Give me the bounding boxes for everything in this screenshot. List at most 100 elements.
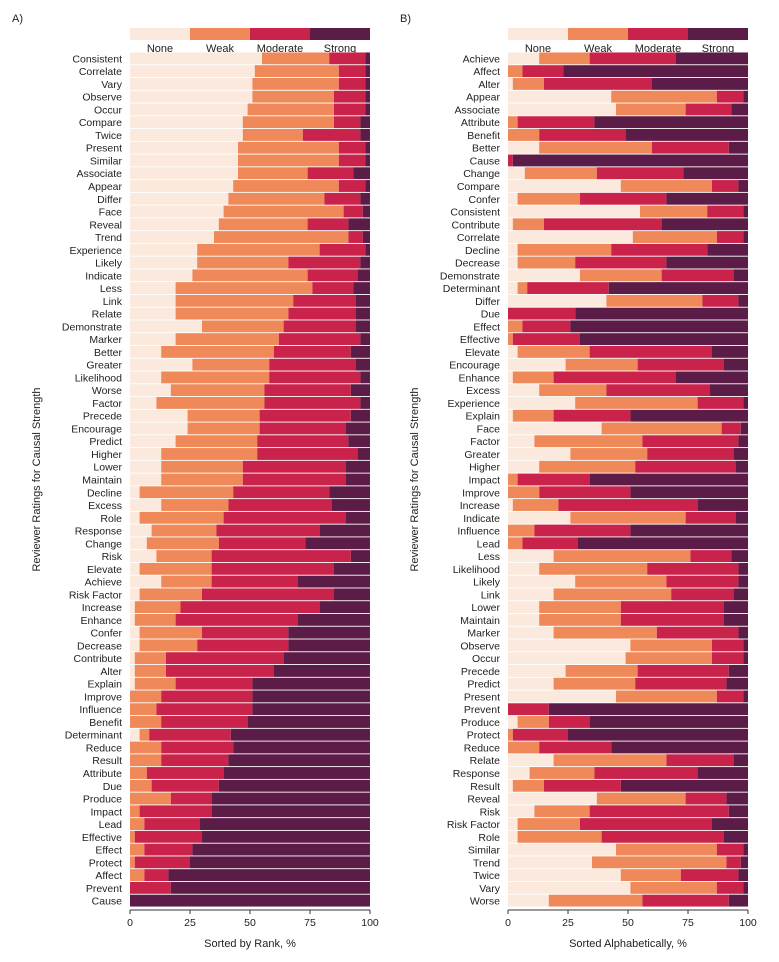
category-label: Observe [460, 640, 500, 652]
bar-segment-strong [683, 167, 748, 180]
category-label: Contribute [452, 219, 501, 231]
legend-swatch-weak [568, 28, 628, 40]
legend-swatch-none [130, 28, 190, 40]
bar-segment-moderate [161, 754, 229, 767]
bar-segment-moderate [259, 422, 346, 435]
bar-segment-weak [508, 333, 513, 346]
bar-segment-none [130, 652, 135, 665]
legend-label-none: None [147, 43, 173, 55]
category-label: Affect [95, 870, 122, 882]
bar-segment-weak [130, 792, 171, 805]
bar-segment-none [130, 575, 162, 588]
category-label: Demonstrate [440, 270, 500, 282]
bar-segment-moderate [218, 537, 306, 550]
bar-segment-strong [630, 524, 748, 537]
bar-segment-moderate [161, 716, 248, 728]
bar-segment-strong [709, 384, 748, 397]
bar-segment-strong [334, 588, 370, 601]
bar-segment-moderate [712, 652, 744, 665]
bar-segment-strong [298, 575, 370, 588]
bar-segment-moderate [307, 218, 349, 231]
bar-segment-strong [580, 333, 748, 346]
bar-segment-none [130, 409, 188, 422]
bar-segment-none [508, 818, 518, 830]
bar-segment-none [130, 269, 193, 282]
bar-segment-none [130, 333, 176, 346]
bar-segment-weak [539, 601, 621, 614]
bar-segment-weak [130, 767, 147, 779]
category-label: Change [463, 168, 500, 180]
bar-segment-weak [233, 180, 339, 192]
bar-segment-moderate [338, 180, 366, 192]
bar-segment-weak [161, 345, 274, 358]
category-label: Lower [471, 602, 500, 614]
bar-segment-moderate [216, 524, 320, 537]
legend-label-strong: Strong [702, 43, 734, 55]
bar-segment-moderate [517, 116, 595, 129]
bar-segment-weak [161, 460, 243, 473]
bar-segment-weak [130, 716, 162, 728]
bar-segment-none [508, 167, 525, 180]
bar-segment-moderate [269, 358, 356, 371]
category-label: Excess [466, 385, 500, 397]
bar-segment-strong [736, 511, 748, 524]
bar-segment-strong [731, 550, 748, 563]
bar-segment-moderate [685, 511, 736, 524]
bar-segment-moderate [338, 77, 366, 90]
bar-segment-moderate [544, 77, 652, 90]
bar-segment-weak [197, 243, 320, 256]
bar-segment-moderate [620, 613, 724, 626]
bar-segment-weak [570, 511, 686, 524]
bar-segment-weak [553, 588, 672, 601]
category-label: Contribute [74, 653, 123, 665]
bar-segment-moderate [130, 881, 171, 894]
bar-segment-weak [254, 65, 339, 78]
bar-segment-weak [223, 205, 344, 218]
bar-segment-none [508, 231, 633, 243]
bar-segment-moderate [223, 511, 346, 524]
bar-segment-weak [517, 830, 602, 843]
bar-segment-strong [199, 818, 370, 830]
bar-segment-strong [733, 588, 748, 601]
bar-segment-weak [529, 767, 595, 779]
category-label: Cause [470, 155, 501, 167]
bar-segment-strong [360, 396, 370, 409]
bar-segment-strong [738, 626, 748, 639]
bar-segment-strong [728, 894, 748, 907]
bar-segment-none [508, 345, 518, 358]
bar-segment-none [508, 601, 540, 614]
bar-segment-none [508, 460, 540, 473]
bar-segment-moderate [697, 396, 744, 409]
bar-segment-weak [242, 116, 334, 129]
category-label: Present [464, 691, 500, 703]
category-label: Better [94, 347, 123, 359]
bar-segment-strong [365, 65, 370, 78]
bar-segment-strong [362, 205, 370, 218]
bar-segment-weak [539, 384, 607, 397]
bar-segment-strong [331, 499, 370, 511]
bar-segment-moderate [553, 409, 631, 422]
bar-segment-none [508, 843, 616, 856]
bar-segment-moderate [712, 180, 739, 192]
bar-segment-weak [134, 613, 176, 626]
bar-segment-weak [508, 320, 523, 333]
bar-segment-weak [508, 524, 535, 537]
bar-segment-strong [362, 231, 370, 243]
legend-label-strong: Strong [324, 43, 356, 55]
bar-segment-moderate [242, 460, 346, 473]
bar-segment-moderate [652, 141, 729, 154]
bar-segment-strong [170, 881, 370, 894]
bar-segment-strong [728, 141, 748, 154]
bar-segment-strong [577, 537, 748, 550]
category-label: Vary [101, 79, 123, 91]
bar-segment-none [508, 396, 576, 409]
bar-segment-none [508, 52, 540, 65]
x-tick-label: 25 [184, 917, 196, 929]
category-label: Explain [466, 411, 501, 423]
bar-segment-moderate [666, 754, 734, 767]
bar-segment-moderate [259, 409, 351, 422]
bar-segment-none [508, 409, 513, 422]
category-label: Response [453, 768, 500, 780]
bar-segment-none [130, 77, 253, 90]
bar-segment-strong [365, 141, 370, 154]
